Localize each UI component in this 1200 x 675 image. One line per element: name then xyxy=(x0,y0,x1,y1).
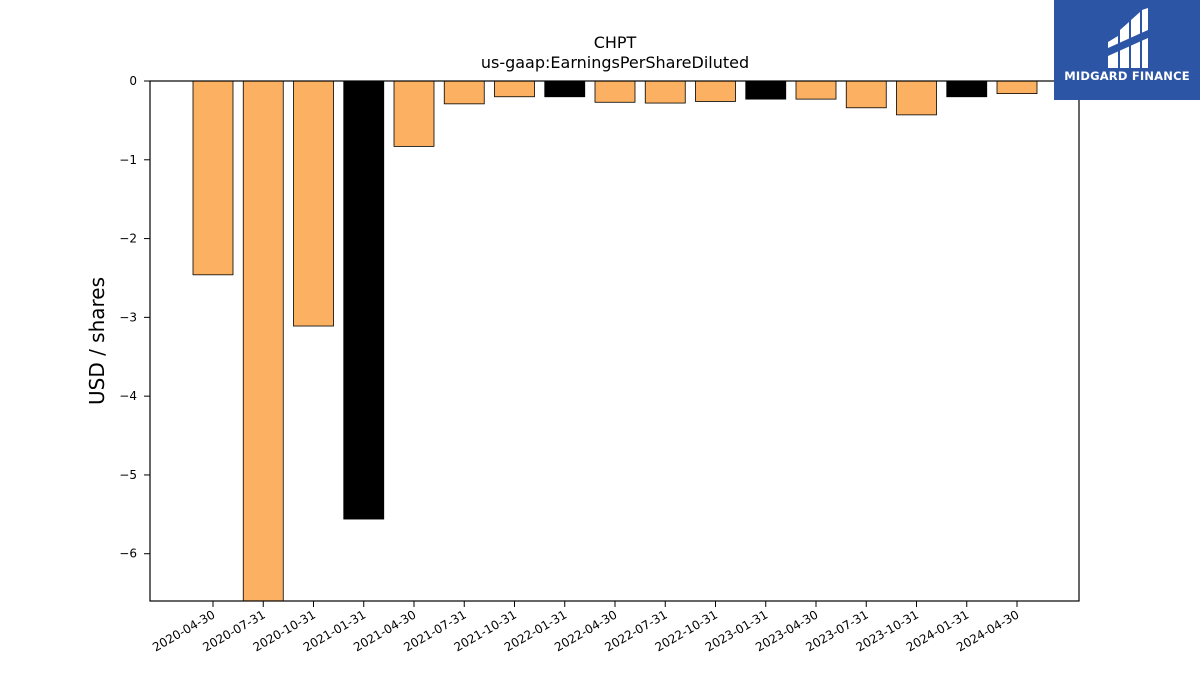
bar-2020-04-30 xyxy=(192,80,234,276)
midgard-finance-logo: MIDGARD FINANCE xyxy=(1054,0,1200,100)
y-tick-label: −3 xyxy=(119,310,137,324)
bar-2022-01-31 xyxy=(544,80,586,98)
bar-2023-10-31 xyxy=(896,80,937,116)
bar-2022-10-31 xyxy=(695,80,736,102)
bar-2024-01-31 xyxy=(946,80,988,98)
plot-frame xyxy=(149,80,1080,602)
bar-2021-04-30 xyxy=(393,80,435,147)
logo-text: MIDGARD FINANCE xyxy=(1064,69,1190,83)
bar-2023-07-31 xyxy=(845,80,887,109)
midgard-logo-icon xyxy=(1108,8,1148,68)
bar-2020-07-31 xyxy=(242,80,284,602)
bar-2022-04-30 xyxy=(594,80,636,103)
y-axis-label: USD / shares xyxy=(85,277,109,405)
y-tick-label: −6 xyxy=(119,547,137,561)
y-tick-label: −4 xyxy=(119,389,137,403)
chart-title: CHPT xyxy=(594,33,637,52)
bar-2021-07-31 xyxy=(443,80,485,105)
x-axis: 2020-04-302020-07-312020-10-312021-01-31… xyxy=(150,601,1022,654)
bar-2023-01-31 xyxy=(745,80,787,100)
y-tick-label: 0 xyxy=(129,74,137,88)
bar-2021-01-31 xyxy=(343,80,385,520)
y-tick-label: −2 xyxy=(119,232,137,246)
y-tick-label: −1 xyxy=(119,153,137,167)
bar-2021-10-31 xyxy=(494,80,535,98)
bars xyxy=(192,80,1038,602)
chart-subtitle: us-gaap:EarningsPerShareDiluted xyxy=(481,53,749,72)
y-axis: 0 −1 −2 −3 −4 −5 −6 xyxy=(119,74,150,561)
bar-2024-04-30 xyxy=(996,80,1038,95)
bar-2023-04-30 xyxy=(795,80,837,100)
bar-2020-10-31 xyxy=(293,80,334,327)
bar-2022-07-31 xyxy=(644,80,686,104)
y-tick-label: −5 xyxy=(119,468,137,482)
